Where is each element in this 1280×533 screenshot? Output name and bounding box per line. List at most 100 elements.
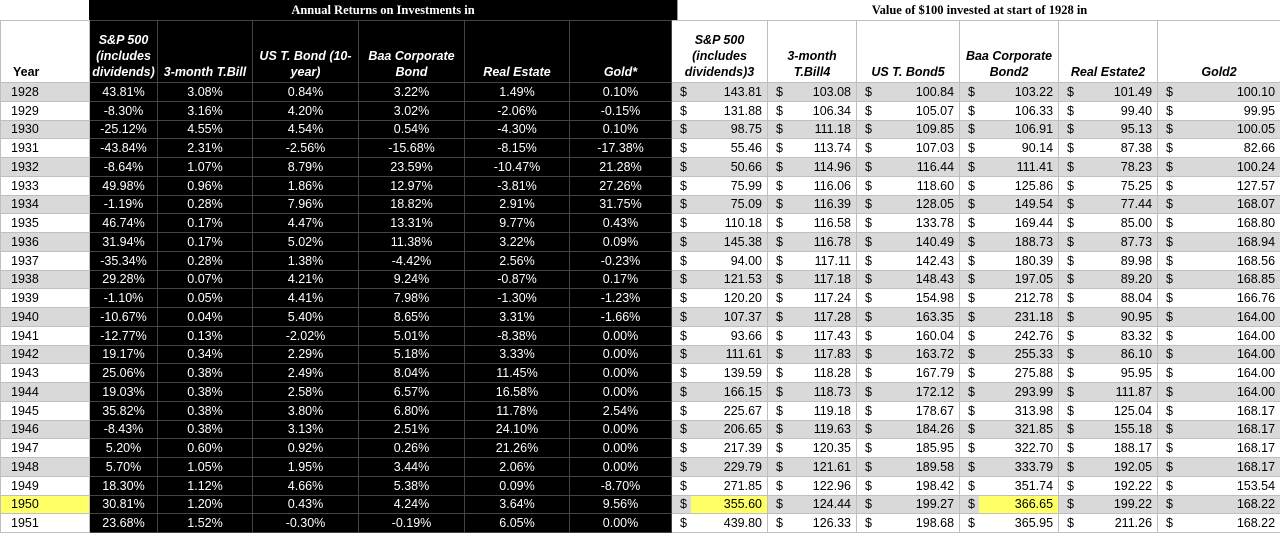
dollar-sign: $ — [1158, 289, 1177, 308]
dollar-sign: $ — [768, 270, 787, 289]
return-cell: -35.34% — [90, 251, 158, 270]
dollar-sign: $ — [960, 270, 979, 289]
dollar-sign: $ — [857, 158, 876, 177]
value-cell: 122.96 — [787, 476, 857, 495]
dollar-sign: $ — [1158, 308, 1177, 327]
dollar-sign: $ — [857, 308, 876, 327]
dollar-sign: $ — [960, 158, 979, 177]
year-cell: 1934 — [1, 195, 90, 214]
dollar-sign: $ — [1059, 233, 1078, 252]
dollar-sign: $ — [960, 364, 979, 383]
table-row: 1934-1.19%0.28%7.96%18.82%2.91%31.75%$75… — [1, 195, 1280, 214]
return-cell: 19.03% — [90, 383, 158, 402]
value-cell: 86.10 — [1078, 345, 1158, 364]
tbond-return-header: US T. Bond (10-year) — [253, 21, 359, 83]
dollar-sign: $ — [1059, 139, 1078, 158]
value-cell: 355.60 — [691, 495, 768, 514]
table-row: 1946-8.43%0.38%3.13%2.51%24.10%0.00%$206… — [1, 420, 1280, 439]
value-cell: 321.85 — [979, 420, 1059, 439]
return-cell: 0.92% — [253, 439, 359, 458]
return-cell: 24.10% — [465, 420, 570, 439]
return-cell: 0.00% — [570, 383, 672, 402]
value-cell: 225.67 — [691, 401, 768, 420]
return-cell: 4.54% — [253, 120, 359, 139]
dollar-sign: $ — [1059, 364, 1078, 383]
value-cell: 198.42 — [876, 476, 960, 495]
value-cell: 145.38 — [691, 233, 768, 252]
return-cell: -8.64% — [90, 158, 158, 177]
value-cell: 198.68 — [876, 514, 960, 533]
value-cell: 242.76 — [979, 326, 1059, 345]
dollar-sign: $ — [672, 401, 691, 420]
dollar-sign: $ — [857, 233, 876, 252]
return-cell: 5.02% — [253, 233, 359, 252]
dollar-sign: $ — [768, 251, 787, 270]
dollar-sign: $ — [672, 326, 691, 345]
dollar-sign: $ — [857, 214, 876, 233]
dollar-sign: $ — [857, 195, 876, 214]
tbond-value-header: US T. Bond5 — [857, 21, 960, 83]
dollar-sign: $ — [857, 251, 876, 270]
value-cell: 89.20 — [1078, 270, 1158, 289]
return-cell: 1.95% — [253, 458, 359, 477]
dollar-sign: $ — [1158, 233, 1177, 252]
value-cell: 139.59 — [691, 364, 768, 383]
return-cell: 4.21% — [253, 270, 359, 289]
value-cell: 117.43 — [787, 326, 857, 345]
return-cell: 3.44% — [359, 458, 465, 477]
value-cell: 199.27 — [876, 495, 960, 514]
dollar-sign: $ — [1158, 158, 1177, 177]
value-cell: 168.17 — [1177, 439, 1280, 458]
value-cell: 160.04 — [876, 326, 960, 345]
return-cell: 0.00% — [570, 345, 672, 364]
dollar-sign: $ — [1158, 514, 1177, 533]
return-cell: 0.43% — [570, 214, 672, 233]
table-row: 1931-43.84%2.31%-2.56%-15.68%-8.15%-17.3… — [1, 139, 1280, 158]
year-header-spacer — [0, 0, 89, 20]
dollar-sign: $ — [960, 195, 979, 214]
return-cell: 1.38% — [253, 251, 359, 270]
dollar-sign: $ — [960, 101, 979, 120]
value-cell: 107.37 — [691, 308, 768, 327]
dollar-sign: $ — [672, 514, 691, 533]
dollar-sign: $ — [1158, 383, 1177, 402]
dollar-sign: $ — [1158, 326, 1177, 345]
dollar-sign: $ — [857, 420, 876, 439]
return-cell: 5.38% — [359, 476, 465, 495]
value-cell: 163.72 — [876, 345, 960, 364]
year-cell: 1928 — [1, 83, 90, 102]
return-cell: 0.00% — [570, 458, 672, 477]
value-cell: 168.85 — [1177, 270, 1280, 289]
value-cell: 105.07 — [876, 101, 960, 120]
value-cell: 168.22 — [1177, 495, 1280, 514]
year-cell: 1942 — [1, 345, 90, 364]
dollar-sign: $ — [1158, 458, 1177, 477]
dollar-sign: $ — [768, 214, 787, 233]
value-cell: 103.08 — [787, 83, 857, 102]
return-cell: -1.23% — [570, 289, 672, 308]
value-cell: 90.14 — [979, 139, 1059, 158]
value-cell: 197.05 — [979, 270, 1059, 289]
return-cell: 9.24% — [359, 270, 465, 289]
return-cell: 2.06% — [465, 458, 570, 477]
return-cell: 1.86% — [253, 176, 359, 195]
return-cell: 5.20% — [90, 439, 158, 458]
return-cell: -12.77% — [90, 326, 158, 345]
return-cell: -2.02% — [253, 326, 359, 345]
value-cell: 180.39 — [979, 251, 1059, 270]
return-cell: -0.15% — [570, 101, 672, 120]
value-cell: 107.03 — [876, 139, 960, 158]
return-cell: -8.43% — [90, 420, 158, 439]
table-row: 1939-1.10%0.05%4.41%7.98%-1.30%-1.23%$12… — [1, 289, 1280, 308]
value-cell: 117.28 — [787, 308, 857, 327]
value-cell: 142.43 — [876, 251, 960, 270]
dollar-sign: $ — [768, 195, 787, 214]
return-cell: 49.98% — [90, 176, 158, 195]
return-cell: 18.30% — [90, 476, 158, 495]
dollar-sign: $ — [1059, 326, 1078, 345]
value-cell: 271.85 — [691, 476, 768, 495]
return-cell: 0.34% — [158, 345, 253, 364]
value-cell: 117.18 — [787, 270, 857, 289]
dollar-sign: $ — [960, 495, 979, 514]
